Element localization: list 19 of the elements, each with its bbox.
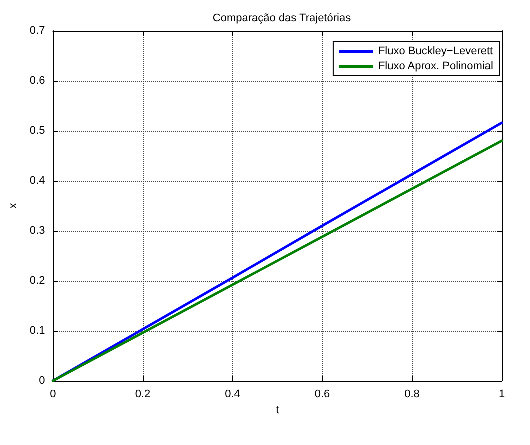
x-axis-title: t — [276, 404, 280, 416]
y-tick-label: 0.2 — [30, 275, 46, 287]
y-tick-label: 0.4 — [30, 175, 46, 187]
y-tick-label: 0.5 — [30, 125, 46, 137]
x-tick-label: 0.2 — [135, 388, 151, 400]
legend-label: Fluxo Buckley−Leverett — [378, 46, 494, 58]
y-tick-label: 0.1 — [30, 325, 46, 337]
y-tick-label: 0.6 — [30, 75, 46, 87]
y-axis-title: x — [8, 202, 20, 209]
chart-title: Comparação das Trajetórias — [212, 12, 352, 24]
x-tick-label: 0.4 — [225, 388, 240, 400]
y-tick-label: 0.3 — [30, 225, 46, 237]
x-tick-label: 1 — [498, 388, 506, 400]
y-tick-label: 0.7 — [30, 25, 46, 37]
legend-label: Fluxo Aprox. Polinomial — [378, 60, 494, 72]
x-tick-label: 0.8 — [404, 388, 420, 400]
x-tick-label: 0.6 — [314, 388, 330, 400]
y-tick-label: 0 — [39, 375, 46, 387]
x-tick-label: 0 — [50, 388, 56, 400]
